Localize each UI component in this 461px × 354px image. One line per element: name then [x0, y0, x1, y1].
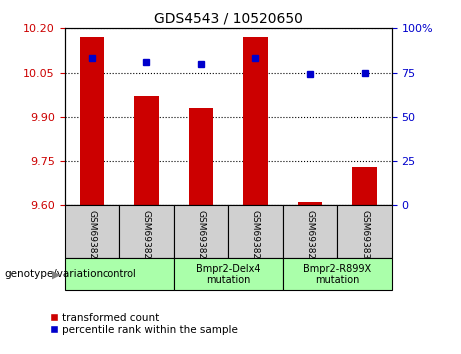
Bar	[174, 205, 228, 258]
Bar	[189, 108, 213, 205]
Bar	[65, 205, 119, 258]
Bar	[80, 37, 104, 205]
Text: GSM693830: GSM693830	[360, 210, 369, 264]
Legend: transformed count, percentile rank within the sample: transformed count, percentile rank withi…	[51, 313, 237, 335]
Text: ▶: ▶	[53, 269, 61, 279]
Text: Bmpr2-Delx4
mutation: Bmpr2-Delx4 mutation	[196, 263, 260, 285]
Text: GSM693825: GSM693825	[87, 210, 96, 264]
Text: control: control	[102, 269, 136, 279]
Bar	[65, 258, 174, 290]
Text: GSM693829: GSM693829	[306, 210, 314, 264]
Bar	[298, 202, 322, 205]
Text: Bmpr2-R899X
mutation: Bmpr2-R899X mutation	[303, 263, 372, 285]
Bar	[119, 205, 174, 258]
Bar	[337, 205, 392, 258]
Bar	[174, 258, 283, 290]
Bar	[243, 37, 268, 205]
Bar	[352, 167, 377, 205]
Text: GSM693827: GSM693827	[196, 210, 206, 264]
Title: GDS4543 / 10520650: GDS4543 / 10520650	[154, 12, 302, 26]
Text: GSM693826: GSM693826	[142, 210, 151, 264]
Text: genotype/variation: genotype/variation	[5, 269, 104, 279]
Bar	[283, 205, 337, 258]
Bar	[134, 96, 159, 205]
Bar	[228, 205, 283, 258]
Bar	[283, 258, 392, 290]
Text: GSM693828: GSM693828	[251, 210, 260, 264]
